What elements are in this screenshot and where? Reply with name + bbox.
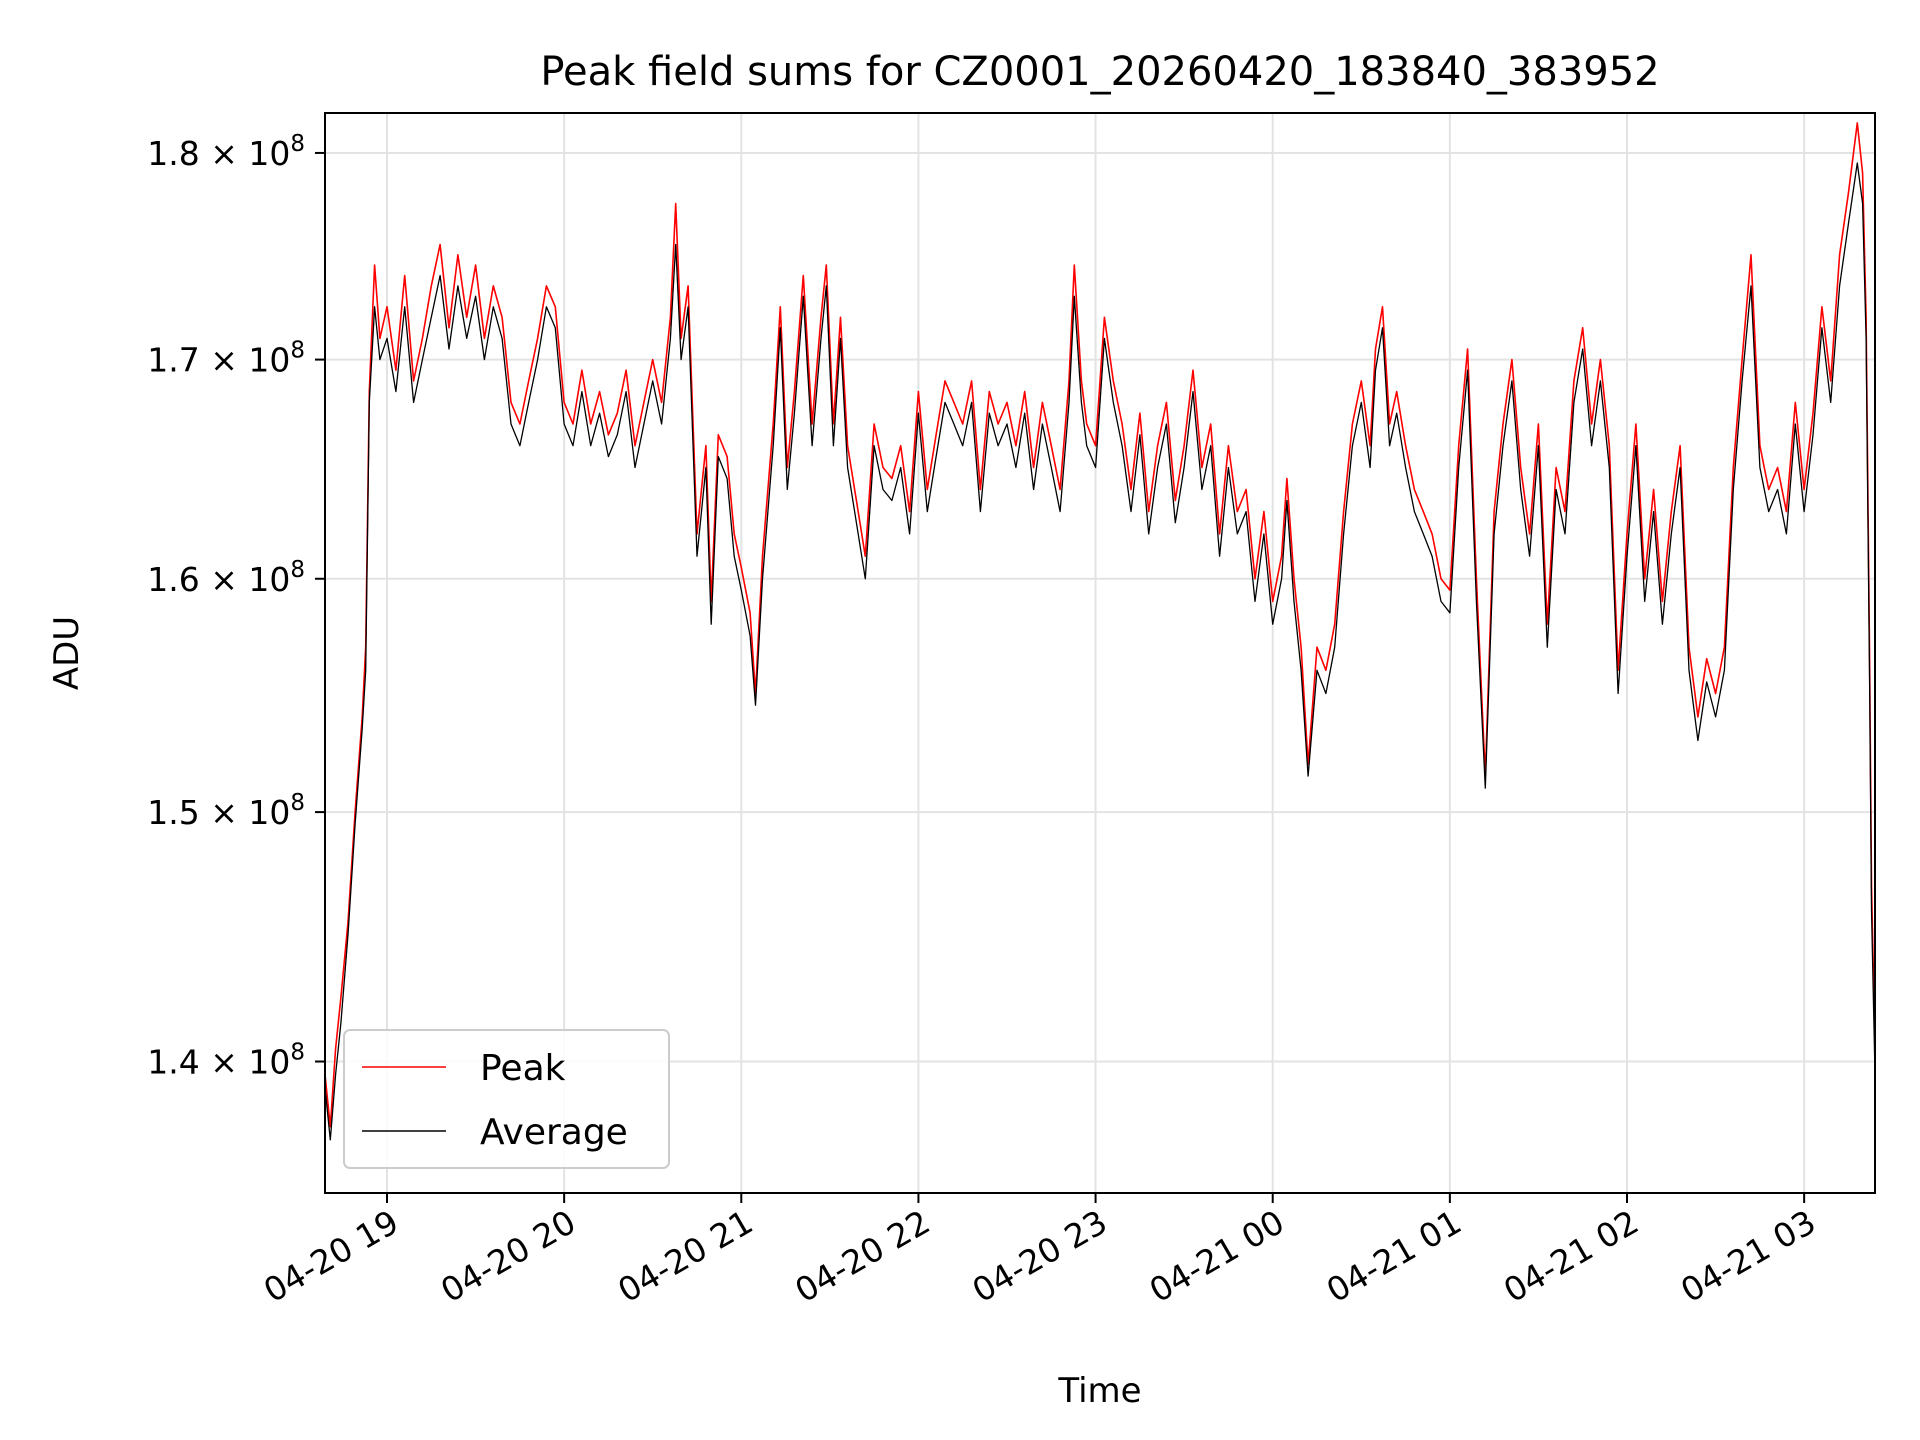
series-line-peak [325, 122, 1875, 1128]
legend-label-peak: Peak [480, 1048, 566, 1089]
legend-label-average: Average [480, 1112, 628, 1153]
y-tick-label: 1.7 × 108 [147, 338, 305, 380]
gridlines [325, 113, 1875, 1193]
series-line-average [325, 162, 1875, 1141]
legend-box [343, 1029, 670, 1169]
y-tick-label: 1.6 × 108 [147, 557, 305, 599]
y-tick-label: 1.8 × 108 [147, 131, 305, 173]
y-axis: 1.4 × 108 1.5 × 108 1.6 × 108 1.7 × 108 1.8 … [147, 131, 325, 1082]
y-axis-label: ADU [47, 616, 87, 690]
series-layer [325, 122, 1875, 1141]
plot-frame [324, 112, 1876, 1194]
x-axis-label: Time [1057, 1371, 1141, 1411]
y-tick-label: 1.4 × 108 [147, 1040, 305, 1082]
y-tick-label: 1.5 × 108 [147, 790, 305, 832]
legend: Peak Average [343, 1029, 670, 1169]
chart-title: Peak field sums for CZ0001_20260420_1838… [540, 49, 1659, 95]
